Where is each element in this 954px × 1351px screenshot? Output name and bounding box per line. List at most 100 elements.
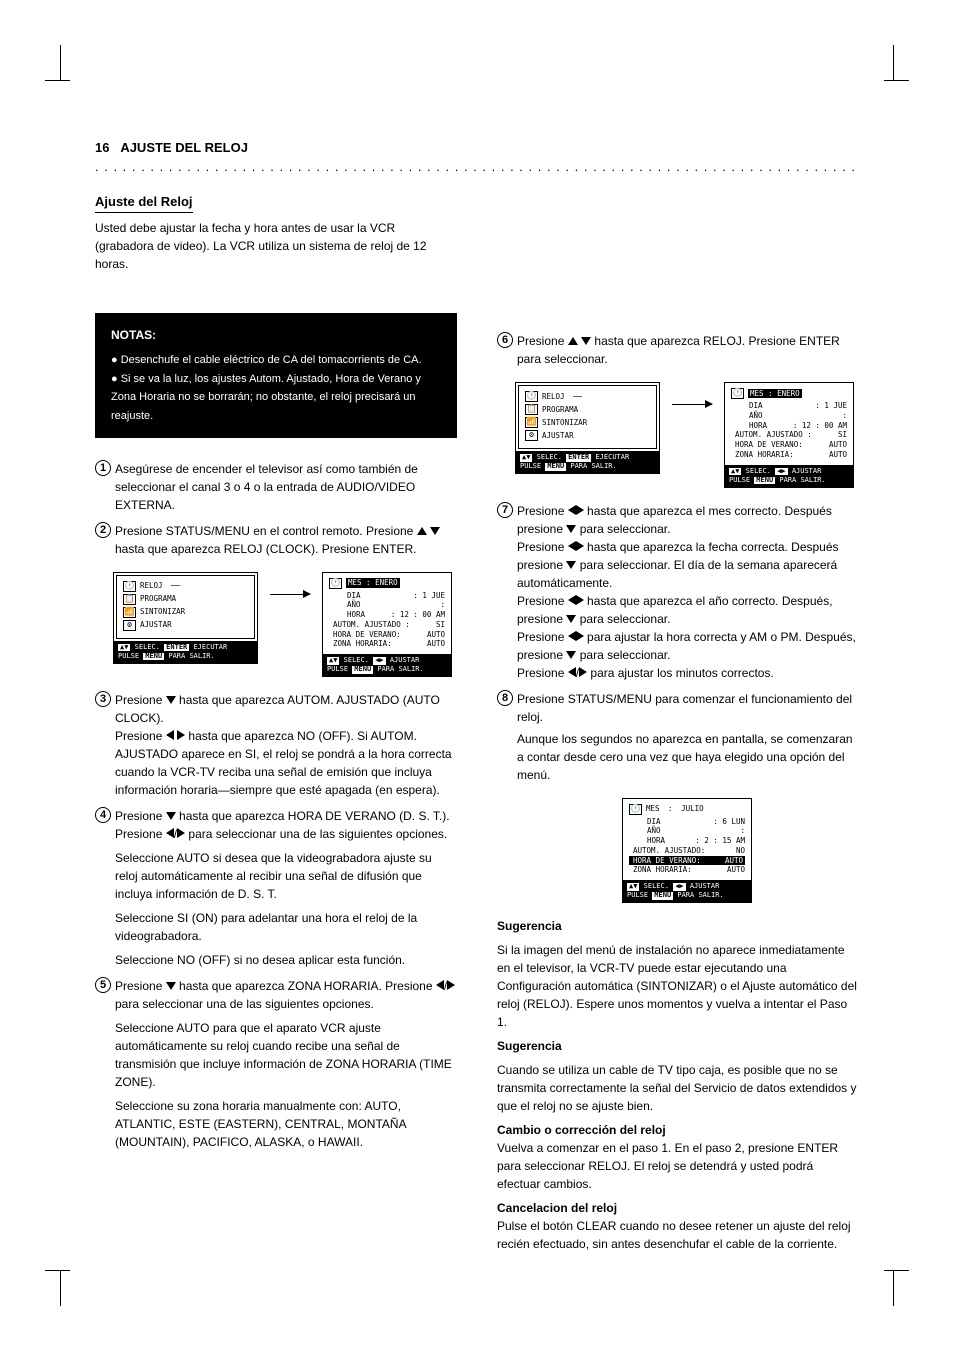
menu-label: AUTOM. AJUSTADO: xyxy=(633,846,705,856)
menu-item: AJUSTAR xyxy=(140,620,172,630)
step-text: hasta que aparezca ZONA HORARIA. Presion… xyxy=(179,979,436,993)
menu-value: AUTO xyxy=(829,450,847,460)
left-icon xyxy=(436,980,444,990)
down-icon xyxy=(166,982,176,990)
strip-text: AJUSTAR xyxy=(390,656,420,664)
menu-value: 12 : 00 AM xyxy=(400,610,445,619)
strip-text: EJECUTAR xyxy=(595,453,629,461)
tune-icon: 📶 xyxy=(123,607,136,618)
step-text: Presione xyxy=(115,979,166,993)
menu-value: 2 : 15 AM xyxy=(704,836,745,845)
step-5: 5 Presione hasta que aparezca ZONA HORAR… xyxy=(95,977,457,1151)
strip-text: AJUSTAR xyxy=(792,467,822,475)
figure-row: 🕐 MES : JULIO DIA: 6 LUN AÑO: HORA: 2 : … xyxy=(515,798,859,904)
step-text: Asegúrese de encender el televisor así c… xyxy=(115,462,418,512)
step-text: Presione xyxy=(517,630,568,644)
option-text: Seleccione su zona horaria manualmente c… xyxy=(115,1097,457,1151)
arrow xyxy=(672,404,712,405)
section-title: Cambio o corrección del reloj xyxy=(497,1121,859,1139)
step-number: 4 xyxy=(95,807,111,823)
menu-label: AÑO xyxy=(647,826,661,836)
menu-label: DIA xyxy=(647,817,661,827)
menu-item: SINTONIZAR xyxy=(542,418,587,428)
right-icon xyxy=(579,667,587,677)
strip-text: SELEC. xyxy=(344,656,369,664)
menu-label: HORA xyxy=(347,610,365,620)
tune-icon: 📶 xyxy=(525,417,538,428)
down-icon xyxy=(566,525,576,533)
left-icon xyxy=(568,505,576,515)
menu-value: AUTO xyxy=(427,630,445,640)
step-text: para seleccionar una de las siguientes o… xyxy=(188,827,447,841)
step-number: 8 xyxy=(497,690,513,706)
down-icon xyxy=(166,812,176,820)
arrow xyxy=(270,594,310,595)
clock-icon: 🕐 xyxy=(123,581,136,592)
menu-label: DIA xyxy=(749,401,763,411)
menu-value: SI xyxy=(838,430,847,440)
right-icon xyxy=(447,980,455,990)
step-2: 2 Presione STATUS/MENU en el control rem… xyxy=(95,522,457,558)
menu-figure: 🕐RELOJ ── 📋PROGRAMA 📶SINTONIZAR ⚙AJUSTAR… xyxy=(515,382,660,474)
step-text: para seleccionar. xyxy=(580,612,671,626)
strip-text: SELEC. xyxy=(135,643,160,651)
menu-figure: 🕐RELOJ ── 📋PROGRAMA 📶SINTONIZAR ⚙AJUSTAR… xyxy=(113,572,258,664)
step-text: Presione xyxy=(115,729,166,743)
clock-icon: 🕐 xyxy=(329,578,342,589)
option-text: Seleccione SI (ON) para adelantar una ho… xyxy=(115,909,457,945)
right-icon xyxy=(177,828,185,838)
menu-label: AÑO xyxy=(749,411,763,421)
menu-label: DIA xyxy=(347,591,361,601)
menu-label: AÑO xyxy=(347,600,361,610)
step-text: para seleccionar. xyxy=(580,648,671,662)
left-icon xyxy=(166,828,174,838)
down-icon xyxy=(566,561,576,569)
menu-label: HORA xyxy=(749,421,767,431)
menu-item: SINTONIZAR xyxy=(140,607,185,617)
strip-text: EJECUTAR xyxy=(193,643,227,651)
step-text: para seleccionar una de las siguientes o… xyxy=(115,997,374,1011)
menu-value: AUTO xyxy=(725,856,743,866)
step-text: Presione xyxy=(115,809,166,823)
up-icon xyxy=(568,337,578,345)
option-text: Seleccione AUTO si desea que la videogra… xyxy=(115,849,457,903)
page-section: AJUSTE DEL RELOJ xyxy=(120,140,248,155)
page-title: Ajuste del Reloj xyxy=(95,192,193,213)
section-text: Vuelva a comenzar en el paso 1. En el pa… xyxy=(497,1139,859,1193)
strip-text: PARA SALIR. xyxy=(168,652,214,660)
right-icon xyxy=(576,595,584,605)
menu-value: 1 JUE xyxy=(422,591,445,600)
menu-figure: 🕐 MES : JULIO DIA: 6 LUN AÑO: HORA: 2 : … xyxy=(622,798,752,904)
adjust-icon: ⚙ xyxy=(525,430,538,441)
menu-value: 12 : 00 AM xyxy=(802,421,847,430)
right-icon xyxy=(576,505,584,515)
left-icon xyxy=(568,541,576,551)
step-text: Presione STATUS/MENU para comenzar el fu… xyxy=(517,692,852,724)
step-7: 7 Presione hasta que aparezca el mes cor… xyxy=(497,502,859,682)
step-3: 3 Presione hasta que aparezca AUTOM. AJU… xyxy=(95,691,457,799)
menu-value: 1 JUE xyxy=(824,401,847,410)
section-text: Pulse el botón CLEAR cuando no desee ret… xyxy=(497,1217,859,1253)
menu-value: JULIO xyxy=(681,804,704,814)
option-text: Seleccione NO (OFF) si no desea aplicar … xyxy=(115,951,457,969)
menu-figure: 🕐 MES : ENERO DIA: 1 JUE AÑO: HORA: 12 :… xyxy=(322,572,452,678)
step-8: 8 Presione STATUS/MENU para comenzar el … xyxy=(497,690,859,784)
menu-label: ZONA HORARIA: xyxy=(633,865,692,875)
step-text: Presione xyxy=(115,693,166,707)
step-number: 1 xyxy=(95,460,111,476)
step-text: Presione xyxy=(517,594,568,608)
left-column: Ajuste del Reloj Usted debe ajustar la f… xyxy=(95,192,457,1259)
suggestion-text: Si la imagen del menú de instalación no … xyxy=(497,941,859,1031)
step-1: 1 Asegúrese de encender el televisor así… xyxy=(95,460,457,514)
down-icon xyxy=(566,651,576,659)
separator: . . . . . . . . . . . . . . . . . . . . … xyxy=(95,159,859,174)
strip-text: PARA SALIR. xyxy=(779,476,825,484)
menu-label: ZONA HORARIA: xyxy=(735,450,794,460)
notes-title: NOTAS: xyxy=(111,325,441,345)
strip-text: PULSE xyxy=(327,665,348,673)
strip-text: SELEC. xyxy=(537,453,562,461)
note-item: Desenchufe el cable eléctrico de CA del … xyxy=(111,351,441,370)
menu-value: AUTO xyxy=(829,440,847,450)
menu-label: AUTOM. AJUSTADO : xyxy=(333,620,410,630)
strip-text: PULSE xyxy=(627,891,648,899)
